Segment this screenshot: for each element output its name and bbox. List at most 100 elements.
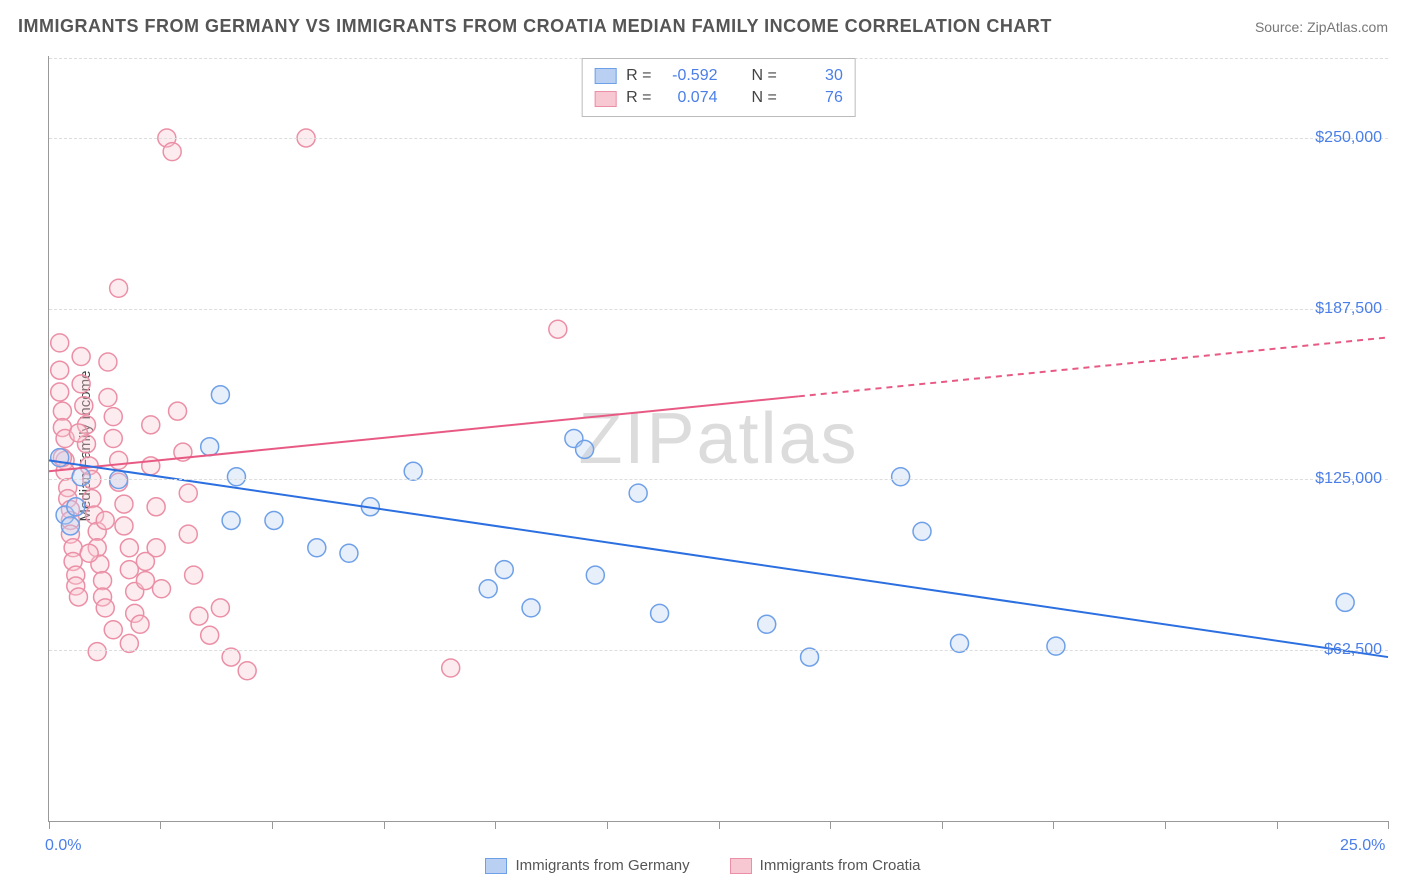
y-tick-label: $187,500 xyxy=(1315,300,1382,318)
y-tick-label: $250,000 xyxy=(1315,129,1382,147)
scatter-point-germany xyxy=(913,522,931,540)
legend-label: Immigrants from Germany xyxy=(515,857,689,874)
scatter-point-germany xyxy=(495,561,513,579)
gridline-h xyxy=(49,138,1388,139)
scatter-point-croatia xyxy=(115,517,133,535)
stats-R-label: R = xyxy=(626,65,651,87)
scatter-point-germany xyxy=(51,449,69,467)
scatter-point-croatia xyxy=(83,490,101,508)
stats-N-label: N = xyxy=(752,87,777,109)
x-tick-label: 25.0% xyxy=(1340,837,1385,855)
scatter-point-germany xyxy=(758,615,776,633)
scatter-point-germany xyxy=(308,539,326,557)
scatter-point-croatia xyxy=(147,539,165,557)
x-tick xyxy=(942,821,943,829)
legend-swatch xyxy=(730,858,752,874)
scatter-point-germany xyxy=(67,498,85,516)
scatter-point-germany xyxy=(586,566,604,584)
stats-N-label: N = xyxy=(752,65,777,87)
scatter-point-germany xyxy=(522,599,540,617)
scatter-point-croatia xyxy=(99,353,117,371)
stats-N-value: 76 xyxy=(787,87,843,109)
scatter-point-germany xyxy=(222,511,240,529)
scatter-point-croatia xyxy=(185,566,203,584)
gridline-h xyxy=(49,650,1388,651)
scatter-point-croatia xyxy=(211,599,229,617)
scatter-point-croatia xyxy=(53,402,71,420)
scatter-point-croatia xyxy=(163,143,181,161)
x-tick xyxy=(1277,821,1278,829)
scatter-point-croatia xyxy=(104,621,122,639)
scatter-point-germany xyxy=(479,580,497,598)
scatter-point-croatia xyxy=(131,615,149,633)
scatter-point-croatia xyxy=(442,659,460,677)
chart-title: IMMIGRANTS FROM GERMANY VS IMMIGRANTS FR… xyxy=(18,16,1052,37)
x-tick xyxy=(384,821,385,829)
scatter-point-croatia xyxy=(142,416,160,434)
x-tick xyxy=(719,821,720,829)
y-tick-label: $62,500 xyxy=(1324,641,1382,659)
scatter-point-germany xyxy=(211,386,229,404)
stats-R-value: -0.592 xyxy=(662,65,718,87)
scatter-point-germany xyxy=(576,440,594,458)
scatter-plot-svg xyxy=(49,56,1388,821)
legend-bottom: Immigrants from Germany Immigrants from C… xyxy=(0,857,1406,874)
scatter-point-croatia xyxy=(115,495,133,513)
scatter-point-croatia xyxy=(104,408,122,426)
scatter-point-croatia xyxy=(110,451,128,469)
scatter-point-germany xyxy=(227,468,245,486)
scatter-point-croatia xyxy=(88,643,106,661)
source-link[interactable]: ZipAtlas.com xyxy=(1307,19,1388,35)
stats-box: R = -0.592 N = 30 R = 0.074 N = 76 xyxy=(581,58,856,117)
scatter-point-croatia xyxy=(94,572,112,590)
scatter-point-germany xyxy=(1336,593,1354,611)
scatter-point-germany xyxy=(265,511,283,529)
swatch-germany xyxy=(594,68,616,84)
x-tick xyxy=(830,821,831,829)
scatter-point-germany xyxy=(61,517,79,535)
scatter-point-germany xyxy=(201,438,219,456)
x-tick xyxy=(160,821,161,829)
scatter-point-croatia xyxy=(51,361,69,379)
scatter-point-croatia xyxy=(69,424,87,442)
x-tick xyxy=(1165,821,1166,829)
x-tick xyxy=(49,821,50,829)
trend-line-croatia-dashed xyxy=(799,337,1388,396)
stats-R-value: 0.074 xyxy=(662,87,718,109)
stats-R-label: R = xyxy=(626,87,651,109)
scatter-point-croatia xyxy=(190,607,208,625)
gridline-h xyxy=(49,309,1388,310)
scatter-point-croatia xyxy=(201,626,219,644)
scatter-point-germany xyxy=(1047,637,1065,655)
scatter-point-croatia xyxy=(120,539,138,557)
scatter-point-croatia xyxy=(549,320,567,338)
stats-row-croatia: R = 0.074 N = 76 xyxy=(594,87,843,109)
scatter-point-croatia xyxy=(238,662,256,680)
scatter-point-croatia xyxy=(99,389,117,407)
stats-row-germany: R = -0.592 N = 30 xyxy=(594,65,843,87)
scatter-point-croatia xyxy=(51,383,69,401)
scatter-point-germany xyxy=(651,604,669,622)
scatter-point-croatia xyxy=(169,402,187,420)
scatter-point-germany xyxy=(72,468,90,486)
scatter-point-croatia xyxy=(51,334,69,352)
scatter-point-croatia xyxy=(96,599,114,617)
scatter-point-germany xyxy=(404,462,422,480)
x-tick xyxy=(607,821,608,829)
chart-area: ZIPatlas $62,500$125,000$187,500$250,000… xyxy=(48,56,1388,822)
scatter-point-germany xyxy=(340,544,358,562)
legend-swatch xyxy=(485,858,507,874)
x-tick-label: 0.0% xyxy=(45,837,81,855)
swatch-croatia xyxy=(594,91,616,107)
scatter-point-croatia xyxy=(179,525,197,543)
trend-line-germany xyxy=(49,460,1388,657)
legend-label: Immigrants from Croatia xyxy=(760,857,921,874)
x-tick xyxy=(1388,821,1389,829)
x-tick xyxy=(1053,821,1054,829)
legend-item: Immigrants from Croatia xyxy=(730,857,921,874)
gridline-h xyxy=(49,479,1388,480)
stats-N-value: 30 xyxy=(787,65,843,87)
scatter-point-croatia xyxy=(136,572,154,590)
scatter-point-croatia xyxy=(110,279,128,297)
source-prefix: Source: xyxy=(1255,19,1307,35)
